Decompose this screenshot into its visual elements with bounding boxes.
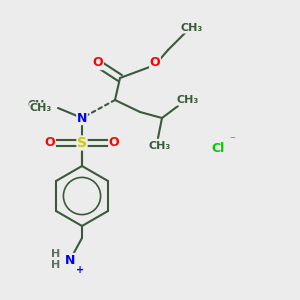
Text: +: + [76,265,84,275]
Text: CH₃: CH₃ [181,23,203,33]
Text: O: O [45,136,55,149]
Text: O: O [109,136,119,149]
Text: N: N [65,254,75,266]
Text: O: O [93,56,103,70]
Text: ⁻: ⁻ [229,135,235,145]
Text: CH₃: CH₃ [30,103,52,113]
Text: Cl: Cl [212,142,225,154]
Text: O: O [150,56,160,68]
Text: CH₃: CH₃ [177,95,199,105]
Text: N: N [77,112,87,124]
Text: CH₃: CH₃ [28,100,50,110]
Text: S: S [77,136,87,150]
Text: H: H [51,260,61,270]
Text: H: H [51,249,61,259]
Text: CH₃: CH₃ [149,141,171,151]
